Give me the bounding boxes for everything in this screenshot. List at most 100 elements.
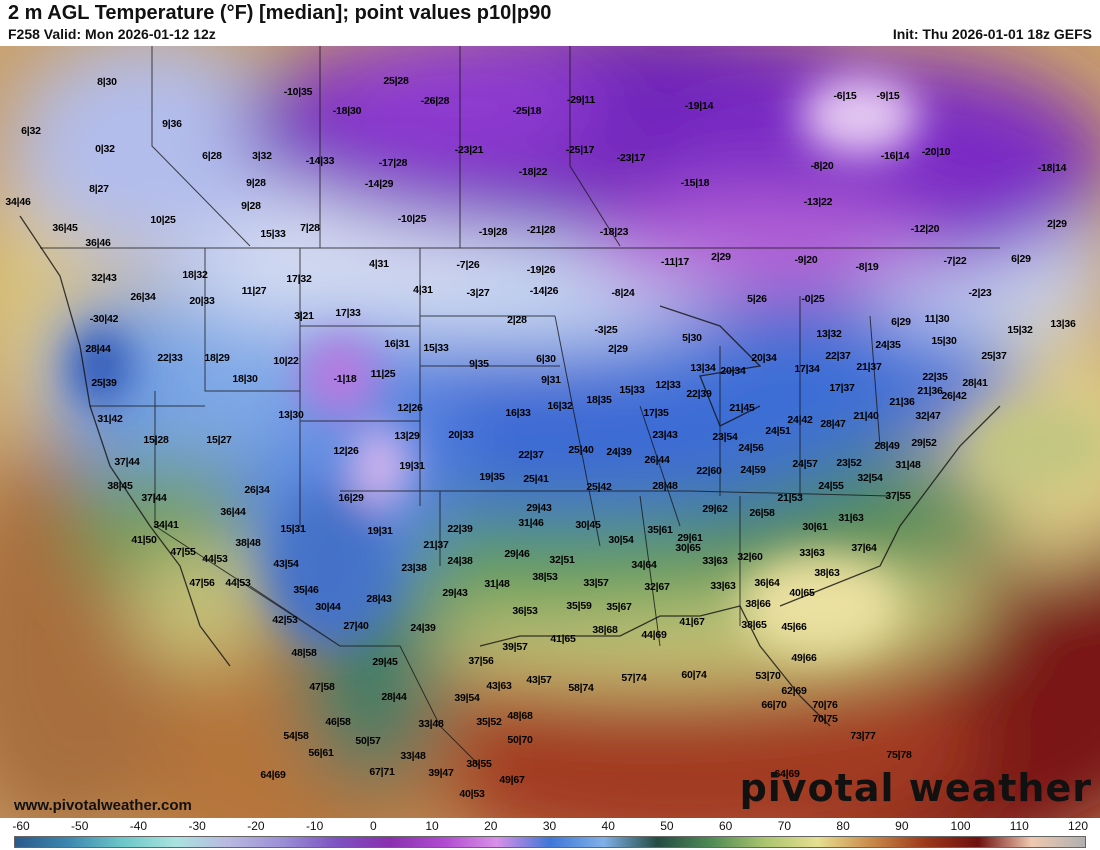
point-value-label: 45|66 (781, 621, 807, 633)
point-value-label: 62|69 (781, 685, 807, 697)
point-value-label: -25|17 (565, 144, 595, 156)
point-value-label: 37|56 (468, 655, 494, 667)
point-value-label: 36|46 (85, 237, 111, 249)
point-value-label: 33|63 (702, 555, 728, 567)
point-value-label: 18|29 (204, 352, 230, 364)
point-value-label: 37|44 (114, 456, 140, 468)
point-value-label: 29|43 (526, 502, 552, 514)
point-value-label: 16|32 (547, 400, 573, 412)
point-value-label: 19|35 (479, 471, 505, 483)
point-value-label: 30|65 (675, 542, 701, 554)
point-value-label: 47|55 (170, 546, 196, 558)
point-value-label: 64|69 (260, 769, 286, 781)
colorbar-tick: -10 (305, 819, 324, 833)
point-value-label: 41|50 (131, 534, 157, 546)
point-value-label: 35|61 (647, 524, 673, 536)
valid-time: F258 Valid: Mon 2026-01-12 12z (8, 26, 216, 42)
point-value-label: 3|21 (294, 310, 314, 322)
point-value-label: 25|40 (568, 444, 594, 456)
point-value-label: -19|14 (684, 100, 714, 112)
point-value-label: 2|29 (1047, 218, 1067, 230)
map-canvas (0, 46, 1100, 818)
point-value-label: 15|30 (931, 335, 957, 347)
temperature-detail (70, 76, 1100, 656)
point-value-label: 11|25 (370, 368, 396, 380)
point-value-label: -9|15 (876, 90, 900, 102)
point-value-label: -1|18 (333, 373, 357, 385)
colorbar-tick: 120 (1067, 819, 1089, 833)
point-value-label: 49|67 (499, 774, 525, 786)
point-value-label: 37|44 (141, 492, 167, 504)
point-value-label: 43|63 (486, 680, 512, 692)
point-value-label: 24|39 (410, 622, 436, 634)
point-value-label: 30|44 (315, 601, 341, 613)
point-value-label: 48|58 (291, 647, 317, 659)
point-value-label: 13|30 (278, 409, 304, 421)
point-value-label: 18|30 (232, 373, 258, 385)
point-value-label: 21|37 (423, 539, 449, 551)
point-value-label: 38|45 (107, 480, 133, 492)
point-value-label: 22|37 (518, 449, 544, 461)
point-value-label: -2|23 (968, 287, 992, 299)
point-value-label: -12|20 (910, 223, 940, 235)
colorbar-tick: 90 (895, 819, 909, 833)
point-value-label: 9|35 (469, 358, 489, 370)
colorbar-tick: 110 (1009, 819, 1029, 833)
point-value-label: 38|63 (814, 567, 840, 579)
point-value-label: 15|31 (280, 523, 306, 535)
point-value-label: 25|41 (523, 473, 549, 485)
point-value-label: 75|78 (886, 749, 912, 761)
point-value-label: 24|51 (765, 425, 791, 437)
point-value-label: 31|63 (838, 512, 864, 524)
point-value-label: -8|20 (810, 160, 834, 172)
header: 2 m AGL Temperature (°F) [median]; point… (0, 0, 1100, 46)
point-value-label: 9|28 (246, 177, 266, 189)
colorbar-tick: -30 (188, 819, 206, 833)
point-value-label: 12|33 (655, 379, 681, 391)
point-value-label: 24|59 (740, 464, 766, 476)
point-value-label: 17|33 (335, 307, 361, 319)
point-value-label: 43|54 (273, 558, 299, 570)
point-value-label: 30|54 (608, 534, 634, 546)
point-value-label: 33|48 (418, 718, 444, 730)
point-value-label: 39|47 (428, 767, 454, 779)
point-value-label: 0|32 (95, 143, 115, 155)
point-value-label: -10|35 (283, 86, 313, 98)
point-value-label: 20|34 (720, 365, 746, 377)
point-value-label: 6|29 (891, 316, 911, 328)
colorbar-tick: 60 (718, 819, 733, 833)
point-value-label: 8|27 (89, 183, 109, 195)
temperature-map[interactable]: 8|30 -10|35 25|28 -26|28 -29|11 -19|14 -6|15 -9… (0, 46, 1100, 818)
point-value-label: 28|48 (652, 480, 678, 492)
point-value-label: -8|24 (611, 287, 635, 299)
point-value-label: -25|18 (512, 105, 542, 117)
website-credit[interactable]: www.pivotalweather.com (14, 797, 192, 814)
point-value-label: 20|34 (751, 352, 777, 364)
temperature-field (0, 46, 1100, 818)
point-value-label: 18|32 (182, 269, 208, 281)
point-value-label: 24|57 (792, 458, 818, 470)
point-value-label: 12|26 (397, 402, 423, 414)
point-value-label: -13|22 (803, 196, 833, 208)
point-value-label: 57|74 (621, 672, 647, 684)
point-value-label: 37|64 (851, 542, 877, 554)
point-value-label: 11|27 (241, 285, 267, 297)
point-value-label: 5|30 (682, 332, 702, 344)
point-value-label: 33|63 (710, 580, 736, 592)
point-value-label: 33|48 (400, 750, 426, 762)
point-value-label: 70|75 (812, 713, 838, 725)
point-value-label: -18|14 (1037, 162, 1067, 174)
point-value-label: 29|62 (702, 503, 728, 515)
point-value-label: 32|51 (549, 554, 575, 566)
point-value-label: 3|32 (252, 150, 272, 162)
point-value-label: 20|33 (448, 429, 474, 441)
point-value-label: -23|21 (454, 144, 484, 156)
point-value-label: 39|57 (502, 641, 528, 653)
point-value-label: 37|55 (885, 490, 911, 502)
colorbar-tick: 20 (484, 819, 498, 833)
point-value-label: 44|53 (202, 553, 228, 565)
point-value-label: 38|65 (741, 619, 767, 631)
point-value-label: 32|60 (737, 551, 763, 563)
point-value-label: 21|37 (856, 361, 882, 373)
point-value-label: 32|54 (857, 472, 883, 484)
